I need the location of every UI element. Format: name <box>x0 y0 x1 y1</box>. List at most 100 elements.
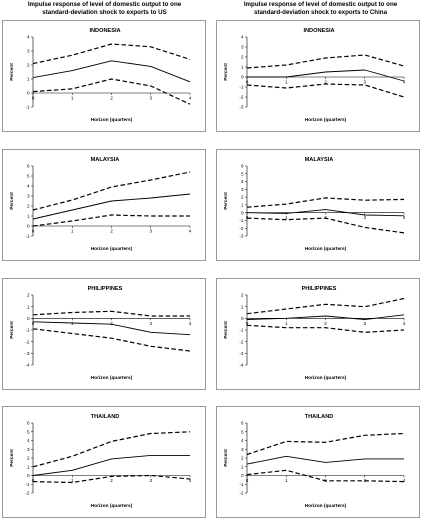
x-tick-label: 0 <box>32 478 35 483</box>
x-tick-label: 4 <box>403 215 406 220</box>
y-tick-label: 0 <box>27 316 30 321</box>
x-tick-label: 2 <box>110 321 113 326</box>
x-tick-label: 1 <box>285 321 288 326</box>
y-tick-label: -3 <box>239 105 244 110</box>
y-tick-label: -1 <box>239 218 244 223</box>
column-title-us-line2: standard-deviation shock to exports to U… <box>42 8 167 16</box>
x-axis-label: Horizon (quarters) <box>91 246 133 252</box>
y-tick-label: -4 <box>25 363 30 368</box>
y-tick-label: 1 <box>241 202 244 207</box>
response-line <box>32 321 191 336</box>
y-tick-label: 2 <box>241 195 244 200</box>
y-tick-label: 1 <box>241 304 244 309</box>
y-tick-label: -2 <box>239 339 244 344</box>
y-tick-label: 3 <box>241 447 244 452</box>
x-tick-label: 1 <box>285 478 288 483</box>
x-tick-label: 3 <box>363 321 366 326</box>
x-tick-label: 0 <box>32 96 35 101</box>
upper-band-line <box>246 432 405 456</box>
y-tick-label: 4 <box>27 35 30 40</box>
x-tick-label: 3 <box>149 478 152 483</box>
y-tick-label: 2 <box>241 456 244 461</box>
chart-title: PHILIPPINES <box>302 286 337 292</box>
response-line <box>246 209 405 217</box>
y-tick-label: 4 <box>241 179 244 184</box>
column-title-us: Impulse response of level of domestic ou… <box>2 1 207 16</box>
y-tick-label: -1 <box>239 85 244 90</box>
y-tick-label: -1 <box>25 234 30 239</box>
y-tick-label: 1 <box>241 65 244 70</box>
x-tick-label: 1 <box>285 215 288 220</box>
lower-band-line <box>32 214 190 227</box>
x-axis-label: Horizon (quarters) <box>305 246 347 252</box>
x-tick-label: 0 <box>246 80 249 85</box>
y-tick-label: 6 <box>241 164 244 169</box>
upper-band-line <box>32 43 191 65</box>
y-tick-label: 0 <box>241 75 244 80</box>
y-axis-label: Percent <box>223 192 229 210</box>
response-line <box>32 60 191 83</box>
y-tick-label: -1 <box>25 328 30 333</box>
y-tick-label: 1 <box>27 464 30 469</box>
upper-band-line <box>32 431 191 468</box>
x-tick-label: 4 <box>403 80 406 85</box>
x-tick-label: 1 <box>71 229 74 234</box>
response-line <box>246 455 404 465</box>
x-tick-label: 3 <box>363 80 366 85</box>
x-tick-label: 4 <box>403 478 406 483</box>
x-axis-label: Horizon (quarters) <box>91 117 133 123</box>
chart-panel-indonesia-china: INDONESIA -3 -2 -1 0 1 2 3 4 0 1 2 3 4 Percent Horizon … <box>216 20 420 132</box>
chart-panel-philippines-us: PHILIPPINES -4 -3 -2 -1 0 1 2 0 1 2 3 4 Percent Horizo… <box>2 278 206 390</box>
lower-band-line <box>246 324 405 333</box>
y-axis-label: Percent <box>9 449 15 467</box>
y-tick-label: -1 <box>25 482 30 487</box>
x-tick-label: 3 <box>363 215 366 220</box>
column-title-china-line2: standard-deviation shock to exports to C… <box>253 8 388 16</box>
y-axis-label: Percent <box>9 192 15 210</box>
y-tick-label: -2 <box>25 339 30 344</box>
x-tick-label: 4 <box>189 321 192 326</box>
y-tick-label: 5 <box>241 429 244 434</box>
x-tick-label: 4 <box>189 478 192 483</box>
y-tick-label: -1 <box>239 328 244 333</box>
y-tick-label: 2 <box>27 456 30 461</box>
y-tick-label: 3 <box>27 194 30 199</box>
x-tick-label: 1 <box>71 96 74 101</box>
chart-title: THAILAND <box>91 414 120 420</box>
upper-band-line <box>32 310 190 317</box>
y-tick-label: 6 <box>27 421 30 426</box>
chart-panel-thailand-us: THAILAND -2 -1 0 1 2 3 4 5 6 0 1 2 3 4 Percent Horizon (… <box>2 406 206 518</box>
y-tick-label: 0 <box>241 210 244 215</box>
y-tick-label: 1 <box>27 77 30 82</box>
y-tick-label: 4 <box>27 184 30 189</box>
y-axis-label: Percent <box>9 321 15 339</box>
x-tick-label: 1 <box>285 80 288 85</box>
x-tick-label: 1 <box>71 478 74 483</box>
x-tick-label: 0 <box>246 478 249 483</box>
y-axis-label: Percent <box>223 63 229 81</box>
y-tick-label: 2 <box>241 293 244 298</box>
y-tick-label: 0 <box>241 316 244 321</box>
x-axis-label: Horizon (quarters) <box>305 503 347 509</box>
x-tick-label: 0 <box>246 321 249 326</box>
chart-title: PHILIPPINES <box>88 286 123 292</box>
y-tick-label: 2 <box>241 55 244 60</box>
y-tick-label: -2 <box>239 491 244 496</box>
column-title-us-line1: Impulse response of level of domestic ou… <box>27 1 182 8</box>
y-tick-label: 0 <box>27 91 30 96</box>
y-tick-label: 6 <box>241 421 244 426</box>
y-tick-label: 3 <box>241 187 244 192</box>
y-tick-label: 2 <box>27 293 30 298</box>
chart-title: MALAYSIA <box>305 157 334 163</box>
chart-panel-philippines-china: PHILIPPINES -4 -3 -2 -1 0 1 2 0 1 2 3 4 Percent Horizo… <box>216 278 420 390</box>
x-tick-label: 3 <box>149 229 152 234</box>
y-tick-label: 4 <box>241 438 244 443</box>
x-tick-label: 3 <box>149 321 152 326</box>
x-axis-label: Horizon (quarters) <box>305 117 347 123</box>
